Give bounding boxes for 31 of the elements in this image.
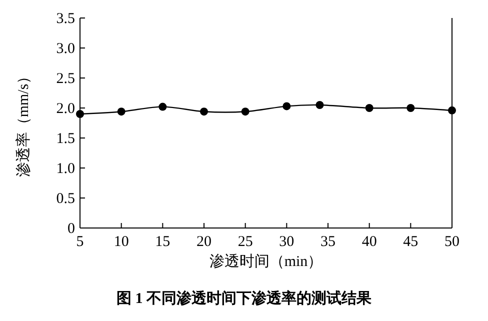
x-tick-label: 15: [155, 234, 170, 250]
x-tick-label: 10: [114, 234, 129, 250]
point: [200, 108, 208, 116]
x-tick-label: 25: [238, 234, 253, 250]
point: [316, 101, 324, 109]
caption: 图 1 不同渗透时间下渗透率的测试结果: [116, 289, 372, 307]
point: [117, 108, 126, 116]
y-tick-label: 0.5: [56, 191, 75, 207]
y-tick-label: 3.5: [56, 11, 75, 27]
point: [282, 102, 291, 110]
y-tick-label: 1.5: [56, 131, 75, 147]
point: [241, 108, 250, 116]
y-tick-label: 1.0: [56, 161, 75, 177]
point: [448, 106, 456, 114]
point: [158, 102, 167, 111]
point: [365, 104, 374, 112]
y-tick-label: 3.0: [56, 41, 75, 57]
x-tick-label: 45: [403, 234, 418, 250]
x-tick-label: 20: [196, 234, 212, 250]
x-tick-label: 50: [444, 234, 460, 250]
x-tick-label: 35: [320, 234, 336, 250]
point: [406, 104, 415, 112]
x-tick-label: 30: [279, 234, 294, 250]
y-tick-label: 0: [68, 221, 75, 237]
y-axis-title: 渗透率（mm/s）: [15, 68, 32, 178]
x-tick-label: 5: [76, 234, 84, 250]
x-tick-label: 40: [362, 234, 377, 250]
point: [76, 110, 84, 118]
x-axis-title: 渗透时间（min）: [209, 253, 323, 270]
y-tick-label: 2.5: [56, 71, 75, 87]
y-tick-label: 2.0: [56, 101, 75, 117]
